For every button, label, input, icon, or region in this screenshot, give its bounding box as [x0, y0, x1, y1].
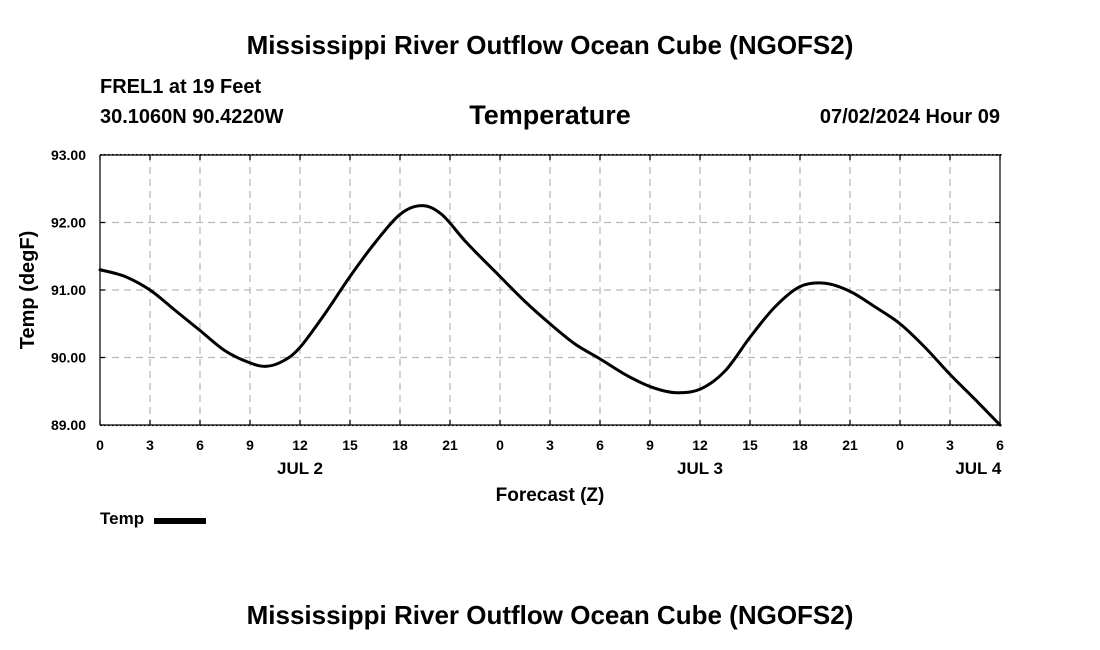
x-tick-label: 3: [546, 437, 554, 453]
y-tick-label: 91.00: [51, 282, 86, 298]
x-tick-label: 12: [692, 437, 708, 453]
grid-lines: [100, 155, 1000, 425]
x-tick-label: 9: [246, 437, 254, 453]
x-tick-label: 3: [146, 437, 154, 453]
y-tick-label: 93.00: [51, 147, 86, 163]
x-tick-label: 6: [996, 437, 1004, 453]
series-line-temp: [98, 204, 1002, 427]
main-title: Mississippi River Outflow Ocean Cube (NG…: [246, 30, 854, 60]
top-border-dot: [1000, 154, 1002, 156]
x-tick-label: 15: [342, 437, 358, 453]
date-label: JUL 3: [677, 459, 723, 478]
x-tick-label: 6: [596, 437, 604, 453]
footer-title: Mississippi River Outflow Ocean Cube (NG…: [246, 600, 854, 630]
date-label: JUL 4: [955, 459, 1002, 478]
x-tick-label: 9: [646, 437, 654, 453]
x-tick-label: 21: [442, 437, 458, 453]
x-axis-title: Forecast (Z): [496, 485, 605, 506]
x-tick-label: 18: [792, 437, 808, 453]
x-tick-label: 3: [946, 437, 954, 453]
axes: 0 3 6 9 12 15 18 21 0 3 6 9 12 15 18 21 0 3 6 89.00 90.00 91.…: [17, 147, 1004, 506]
station-name: FREL1 at 19 Feet: [100, 76, 262, 98]
x-tick-label: 21: [842, 437, 858, 453]
chart-title: Temperature: [469, 100, 631, 130]
y-axis-title: Temp (degF): [17, 231, 39, 350]
series-layer: [98, 204, 1002, 427]
y-tick-label: 90.00: [51, 350, 86, 366]
x-tick-label: 0: [496, 437, 504, 453]
x-tick-label: 6: [196, 437, 204, 453]
y-tick-label: 89.00: [51, 417, 86, 433]
x-tick-label: 15: [742, 437, 758, 453]
forecast-datetime: 07/02/2024 Hour 09: [819, 106, 1000, 128]
legend-line-swatch: [154, 517, 207, 524]
x-tick-label: 12: [292, 437, 308, 453]
x-tick-label: 0: [96, 437, 104, 453]
date-label: JUL 2: [277, 459, 323, 478]
station-coords: 30.1060N 90.4220W: [100, 106, 284, 128]
x-tick-label: 0: [896, 437, 904, 453]
legend: Temp: [100, 509, 207, 529]
y-tick-label: 92.00: [51, 215, 86, 231]
x-tick-label: 18: [392, 437, 408, 453]
legend-label: Temp: [100, 509, 145, 528]
